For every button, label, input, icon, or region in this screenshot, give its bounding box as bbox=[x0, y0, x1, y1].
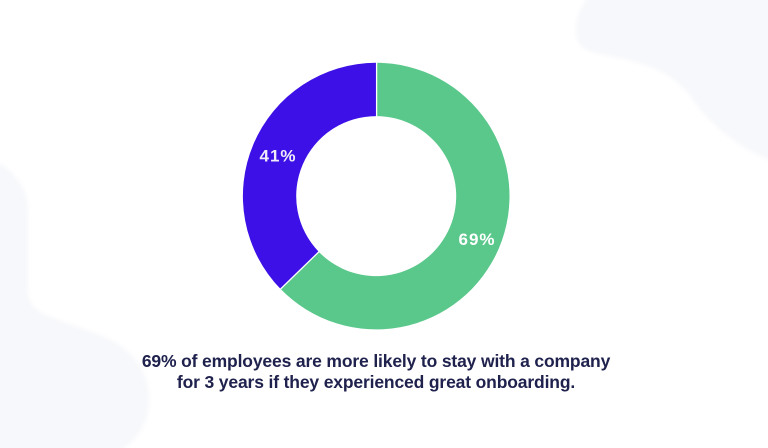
svg-text:69%: 69% bbox=[458, 230, 495, 249]
svg-text:41%: 41% bbox=[259, 147, 296, 166]
